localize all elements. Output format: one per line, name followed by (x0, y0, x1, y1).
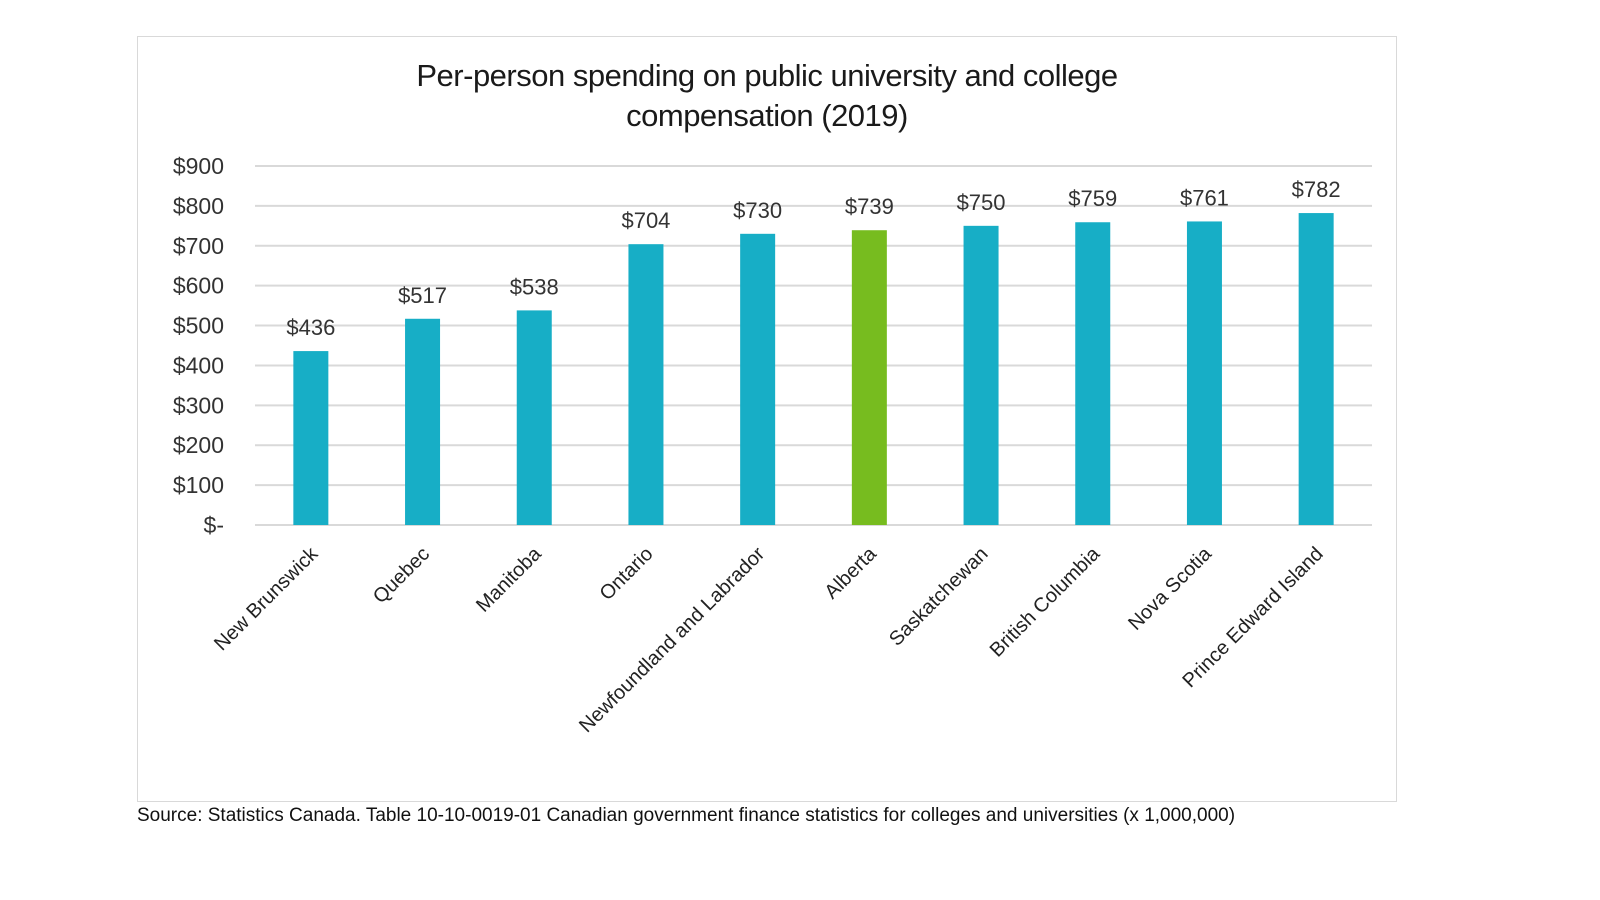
bar (740, 233, 776, 526)
gridlines (255, 165, 1372, 526)
bar (963, 225, 999, 526)
data-label: $538 (510, 274, 559, 299)
bar (1298, 213, 1334, 525)
data-label: $730 (733, 198, 782, 223)
data-labels: $436 $517 $538 $704 $730 $739 $750 $759 $761 $782 (286, 177, 1340, 340)
x-axis-categories: New Brunswick Quebec Manitoba OntarioNewfou… (210, 542, 1328, 737)
x-category-label: Alberta (821, 542, 882, 603)
data-label: $761 (1180, 185, 1229, 210)
chart-title-line1: Per-person spending on public university… (416, 58, 1118, 93)
chart-title-line2: compensation (2019) (626, 98, 908, 133)
x-category-label: Nova Scotia (1124, 542, 1216, 634)
x-category-label: British Columbia (986, 542, 1105, 661)
y-tick-label: $700 (173, 233, 224, 259)
chart-title: Per-person spending on public university… (137, 56, 1397, 136)
y-tick-label: $600 (173, 273, 224, 299)
bar (293, 351, 329, 525)
bar (516, 310, 552, 525)
y-tick-label: $400 (173, 352, 224, 378)
y-tick-label: $100 (173, 472, 224, 498)
x-category-label: Saskatchewan (885, 543, 993, 651)
x-category-label: Newfoundland and Labrador (575, 543, 769, 737)
source-note: Source: Statistics Canada. Table 10-10-0… (137, 805, 1236, 826)
data-label: $739 (845, 194, 894, 219)
data-label: $759 (1068, 186, 1117, 211)
bar (851, 230, 887, 525)
bar (1186, 221, 1222, 525)
data-label: $436 (286, 315, 335, 340)
bar (405, 318, 441, 525)
y-tick-label: $800 (173, 193, 224, 219)
bar (628, 244, 664, 525)
y-tick-label: $200 (173, 432, 224, 458)
data-label: $517 (398, 283, 447, 308)
data-label: $750 (957, 190, 1006, 215)
y-axis-ticks: $- $100 $200 $300 $400 $500 $600 $700 $800 $900 (173, 153, 224, 538)
data-label: $704 (621, 208, 670, 233)
y-tick-label: $- (204, 512, 224, 538)
data-label: $782 (1292, 177, 1341, 202)
x-category-label: Ontario (596, 543, 658, 605)
x-category-label: New Brunswick (210, 542, 323, 655)
bars (293, 213, 1334, 526)
x-category-label: Manitoba (472, 542, 546, 616)
y-tick-label: $500 (173, 313, 224, 339)
y-tick-label: $300 (173, 392, 224, 418)
bar (1075, 222, 1111, 525)
x-category-label: Quebec (369, 543, 434, 608)
y-tick-label: $900 (173, 153, 224, 179)
